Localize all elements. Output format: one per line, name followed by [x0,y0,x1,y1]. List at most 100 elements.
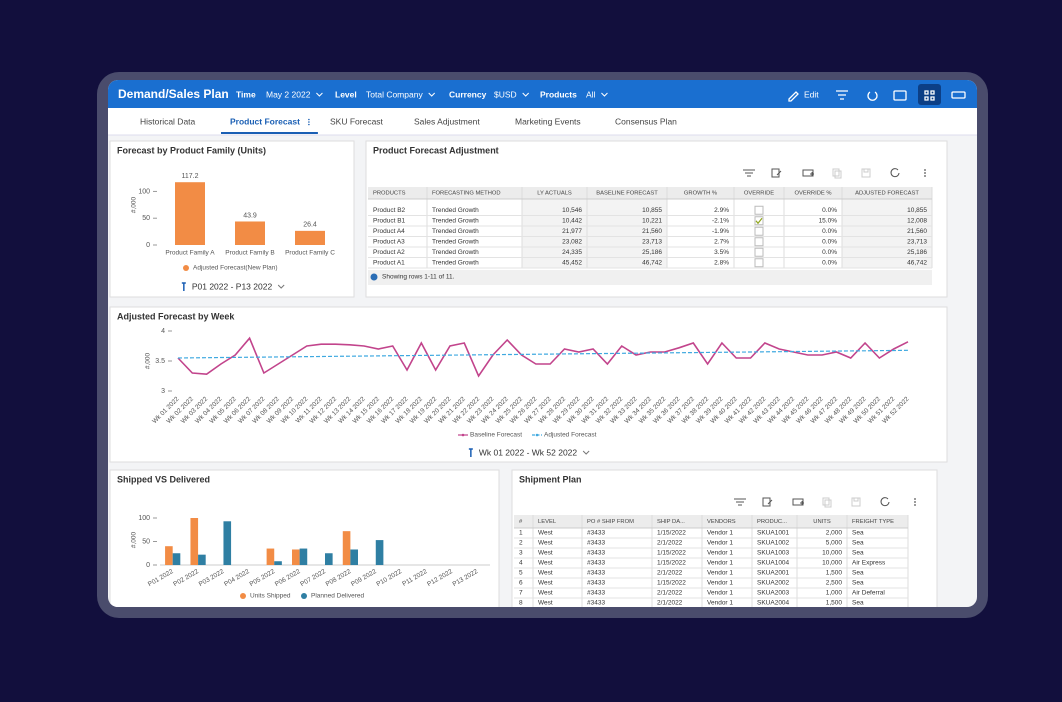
data-label: 43.9 [243,212,257,219]
column-header[interactable]: OVERRIDE [744,191,774,197]
table-cell: Trended Growth [432,217,479,224]
column-header[interactable]: SHIP DA... [657,519,685,525]
table-cell: 23,082 [562,238,582,245]
table-cell: Sea [852,580,864,587]
table-cell: Sea [852,600,864,607]
table-cell: Product A1 [373,259,405,266]
column-header[interactable]: PRODUCTS [373,191,406,197]
table-cell: SKUA1004 [757,560,790,567]
range-selector[interactable]: P01 2022 - P13 2022 [192,281,273,291]
column-header[interactable]: OVERRIDE % [794,191,831,197]
toolbar-icon[interactable] [832,168,842,179]
table-cell: 21,560 [642,228,662,235]
toolbar-icon[interactable] [914,498,916,500]
y-axis-label: #,000 [131,531,138,548]
toolbar-icon[interactable] [890,168,900,178]
panel [109,140,355,298]
y-tick-label: 100 [138,515,150,522]
column-header[interactable]: PRODUC... [757,519,787,525]
column-header[interactable]: FREIGHT TYPE [852,519,894,525]
column-header[interactable]: # [519,519,523,525]
pin-icon [468,448,473,457]
table-footer-text: Showing rows 1-11 of 11. [382,274,455,281]
table-cell: Air Deferral [852,590,885,597]
filter-icon[interactable] [836,90,848,100]
toolbar-icon[interactable] [851,497,861,507]
grid-button[interactable] [918,84,941,105]
view-icon[interactable] [951,91,966,99]
legend-marker [240,593,246,599]
column-header[interactable]: ADJUSTED FORECAST [855,191,919,197]
pin-icon [181,282,186,291]
table-cell: Vendor 1 [707,540,733,547]
toolbar-icon[interactable] [861,168,871,178]
table-cell: Sea [852,530,864,537]
toolbar-icon[interactable] [924,172,926,174]
shaded-column [842,199,932,268]
checkbox[interactable] [754,226,764,236]
legend-marker [461,433,465,437]
table-cell: 5 [519,570,523,577]
range-selector[interactable]: Wk 01 2022 - Wk 52 2022 [479,447,578,457]
filter-value[interactable]: Total Company [366,89,423,99]
table-cell: 5,000 [826,540,843,547]
column-header[interactable]: UNITS [813,519,831,525]
table-cell: 10,000 [822,560,842,567]
toolbar-icon[interactable] [914,504,916,506]
table-cell: Trended Growth [432,259,479,266]
y-tick-label: 4 [161,328,165,335]
tab[interactable]: Historical Data [140,116,196,126]
toolbar-icon[interactable] [743,169,755,177]
table-cell: SKUA1003 [757,550,790,557]
toolbar-icon[interactable] [762,497,773,507]
toolbar-icon[interactable] [914,501,916,503]
tab[interactable]: Sales Adjustment [414,116,480,126]
refresh-icon[interactable] [867,91,878,101]
filter-value[interactable]: $USD [494,89,517,99]
filter-value[interactable]: All [586,89,596,99]
column-header[interactable]: BASELINE FORECAST [596,191,658,197]
table-cell: 10,442 [562,217,582,224]
bar [292,549,300,565]
toolbar-icon[interactable] [924,169,926,171]
tab[interactable]: Product Forecast [230,116,300,126]
table-cell: Product B2 [373,207,406,214]
table-cell: 1/15/2022 [657,580,686,587]
column-header[interactable]: PO # SHIP FROM [587,519,634,525]
edit-icon[interactable] [788,91,799,102]
checkbox[interactable] [754,247,764,257]
toolbar-icon[interactable] [792,498,804,506]
panel [109,306,948,463]
column-header[interactable]: LEVEL [538,519,557,525]
checkbox[interactable] [754,205,764,215]
column-header[interactable]: FORECASTING METHOD [432,191,501,197]
checkbox[interactable] [754,237,764,247]
toolbar-icon[interactable] [924,175,926,177]
snapshot-icon[interactable] [893,90,907,101]
filter-label: Level [335,89,357,99]
table-cell: Sea [852,550,864,557]
chart-title: Shipped VS Delivered [117,474,210,484]
column-header[interactable]: LY ACTUALS [537,191,572,197]
table-cell: 6 [519,580,523,587]
column-header[interactable]: GROWTH % [684,191,717,197]
tab[interactable]: SKU Forecast [330,116,384,126]
table-cell: 3.5% [714,249,729,256]
tab[interactable]: Consensus Plan [615,116,677,126]
toolbar-icon[interactable] [771,168,782,178]
checkbox[interactable] [754,216,764,226]
y-axis-label: #,000 [131,196,138,213]
tab[interactable]: Marketing Events [515,116,581,126]
legend-marker [301,593,307,599]
info-icon [370,273,378,281]
toolbar-icon[interactable] [734,498,746,506]
edit-button[interactable]: Edit [804,89,819,99]
toolbar-icon[interactable] [880,497,890,507]
table-cell: 1/15/2022 [657,550,686,557]
checkbox[interactable] [754,258,764,268]
column-header[interactable]: VENDORS [707,519,736,525]
toolbar-icon[interactable] [802,169,814,177]
filter-value[interactable]: May 2 2022 [266,89,311,99]
toolbar-icon[interactable] [822,497,832,508]
